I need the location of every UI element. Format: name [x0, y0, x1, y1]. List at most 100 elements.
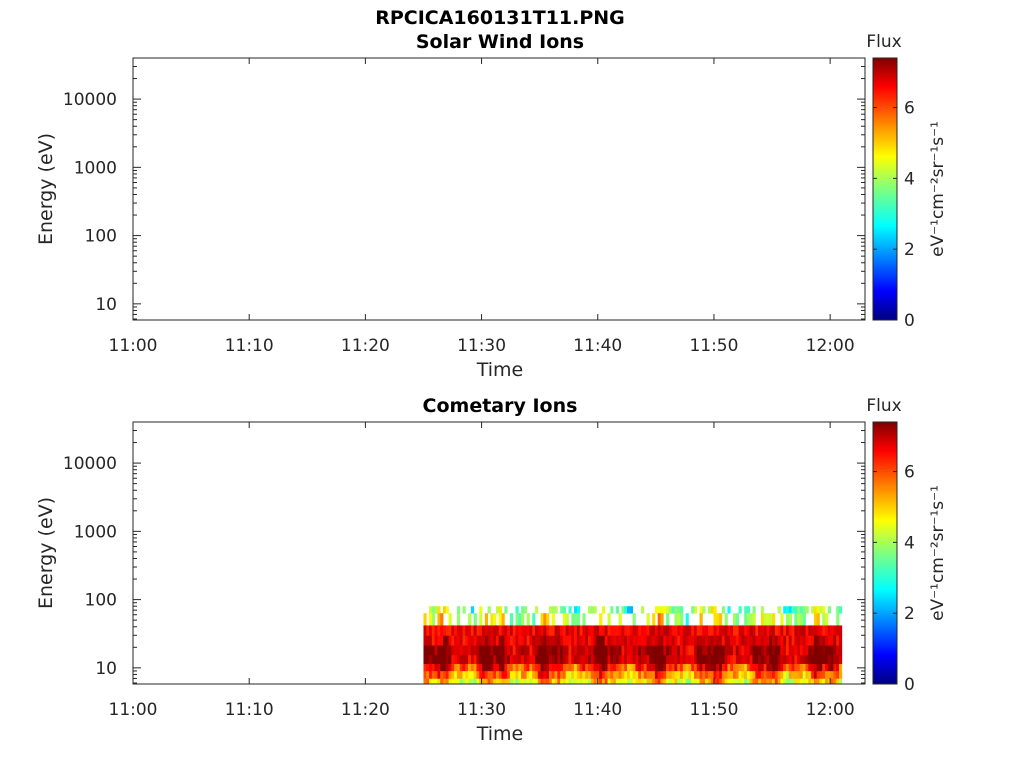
cometary-heatmap-cell — [521, 635, 525, 646]
cometary-heatmap-cell — [696, 655, 700, 665]
cometary-heatmap-cell — [615, 635, 620, 646]
cometary-heatmap-cell — [746, 606, 751, 614]
cometary-heatmap-cell — [822, 655, 826, 665]
cometary-heatmap-cell — [749, 635, 753, 646]
cometary-heatmap-cell — [423, 671, 427, 680]
cometary-heatmap-cell — [537, 671, 541, 680]
cometary-heatmap-cell — [426, 663, 430, 672]
cometary-heatmap-cell — [423, 635, 427, 646]
cometary-heatmap-cell — [660, 635, 664, 646]
cometary-heatmap-cell — [788, 655, 792, 665]
cometary-heatmap-cell — [668, 655, 673, 665]
cometary-heatmap-cell — [713, 655, 717, 665]
cometary-heatmap-cell — [456, 678, 461, 685]
cometary-heatmap-cell — [769, 678, 773, 685]
cometary-heatmap-cell — [535, 645, 539, 656]
cometary-heatmap-cell — [557, 645, 561, 656]
cometary-heatmap-cell — [688, 655, 692, 665]
cometary-heatmap-cell — [526, 671, 530, 680]
cometary-heatmap-cell — [813, 613, 818, 626]
cometary-heatmap-cell — [668, 678, 673, 685]
cometary-heatmap-cell — [562, 645, 567, 656]
cometary-heatmap-cell — [562, 671, 567, 680]
solar-wind-ytick-label: 10 — [95, 295, 117, 315]
cometary-heatmap-cell — [632, 663, 636, 672]
cometary-heatmap-cell — [456, 606, 461, 614]
cometary-heatmap-cell — [827, 678, 832, 685]
cometary-heatmap-cell — [537, 625, 541, 637]
cometary-heatmap-cell — [562, 663, 567, 672]
cometary-heatmap-cell — [551, 635, 555, 646]
cometary-heatmap-cell — [794, 625, 798, 637]
cometary-heatmap-cell — [682, 655, 687, 665]
cometary-heatmap-cell — [755, 663, 759, 672]
cometary-heatmap-cell — [663, 635, 667, 646]
cometary-heatmap-cell — [493, 671, 497, 680]
cometary-heatmap-cell — [640, 635, 645, 646]
cometary-heatmap-cell — [535, 635, 539, 646]
cometary-heatmap-cell — [523, 606, 528, 614]
cometary-heatmap-cell — [716, 678, 720, 685]
cometary-heatmap-cell — [693, 625, 698, 637]
cometary-heatmap-cell — [434, 645, 438, 656]
cometary-heatmap-cell — [459, 645, 463, 656]
cometary-heatmap-cell — [596, 655, 600, 665]
cometary-heatmap-cell — [769, 663, 773, 672]
cometary-heatmap-cell — [479, 678, 483, 685]
cometary-heatmap-cell — [484, 678, 489, 685]
cometary-heatmap-cell — [574, 635, 578, 646]
cometary-heatmap-cell — [518, 625, 522, 637]
cometary-heatmap-cell — [482, 678, 486, 685]
cometary-heatmap-cell — [688, 663, 692, 672]
cometary-heatmap-cell — [521, 678, 525, 685]
cometary-heatmap-cell — [507, 678, 511, 685]
cometary-heatmap-cell — [470, 645, 475, 656]
cometary-heatmap-cell — [822, 645, 826, 656]
cometary-heatmap-cell — [738, 655, 742, 665]
cometary-heatmap-cell — [755, 655, 759, 665]
cometary-heatmap-cell — [551, 655, 555, 665]
cometary-heatmap-cell — [763, 678, 767, 685]
cometary-heatmap-cell — [498, 678, 502, 685]
cometary-heatmap-cell — [593, 635, 597, 646]
solar-wind-colorbar-tick-label: 0 — [904, 311, 915, 331]
solar-wind-colorbar-label: Flux — [866, 32, 901, 52]
cometary-heatmap-cell — [677, 645, 681, 656]
cometary-heatmap-cell — [490, 655, 494, 665]
cometary-heatmap-cell — [674, 678, 678, 685]
cometary-heatmap-cell — [649, 678, 653, 685]
cometary-heatmap-cell — [780, 663, 784, 672]
cometary-heatmap-cell — [615, 671, 620, 680]
cometary-heatmap-cell — [495, 645, 500, 656]
cometary-heatmap-cell — [560, 678, 564, 685]
cometary-heatmap-cell — [540, 635, 544, 646]
cometary-colorbar-tick-label: 0 — [904, 675, 915, 695]
cometary-heatmap-cell — [437, 671, 441, 680]
cometary-heatmap-cell — [548, 671, 553, 680]
cometary-heatmap-cell — [465, 663, 469, 672]
cometary-heatmap-cell — [448, 645, 452, 656]
cometary-heatmap-cell — [735, 678, 739, 685]
cometary-xlabel: Time — [476, 723, 524, 745]
cometary-heatmap-cell — [657, 606, 661, 614]
cometary-heatmap-cell — [827, 655, 832, 665]
cometary-heatmap-cell — [713, 671, 717, 680]
cometary-heatmap-cell — [766, 655, 770, 665]
cometary-heatmap-cell — [638, 655, 642, 665]
cometary-heatmap-cell — [554, 625, 558, 637]
cometary-heatmap-cell — [738, 606, 742, 614]
cometary-heatmap-cell — [604, 671, 608, 680]
cometary-heatmap-cell — [593, 671, 597, 680]
cometary-heatmap-cell — [473, 671, 477, 680]
cometary-heatmap-cell — [766, 635, 770, 646]
cometary-heatmap-cell — [512, 655, 516, 665]
cometary-heatmap-cell — [604, 625, 608, 637]
cometary-heatmap-cell — [836, 613, 840, 626]
cometary-heatmap-cell — [562, 606, 567, 614]
cometary-heatmap-cell — [476, 645, 480, 656]
cometary-heatmap-cell — [822, 625, 826, 637]
cometary-heatmap-cell — [560, 663, 564, 672]
cometary-heatmap-cell — [833, 671, 837, 680]
cometary-heatmap-cell — [838, 606, 843, 614]
cometary-heatmap-cell — [721, 625, 726, 637]
